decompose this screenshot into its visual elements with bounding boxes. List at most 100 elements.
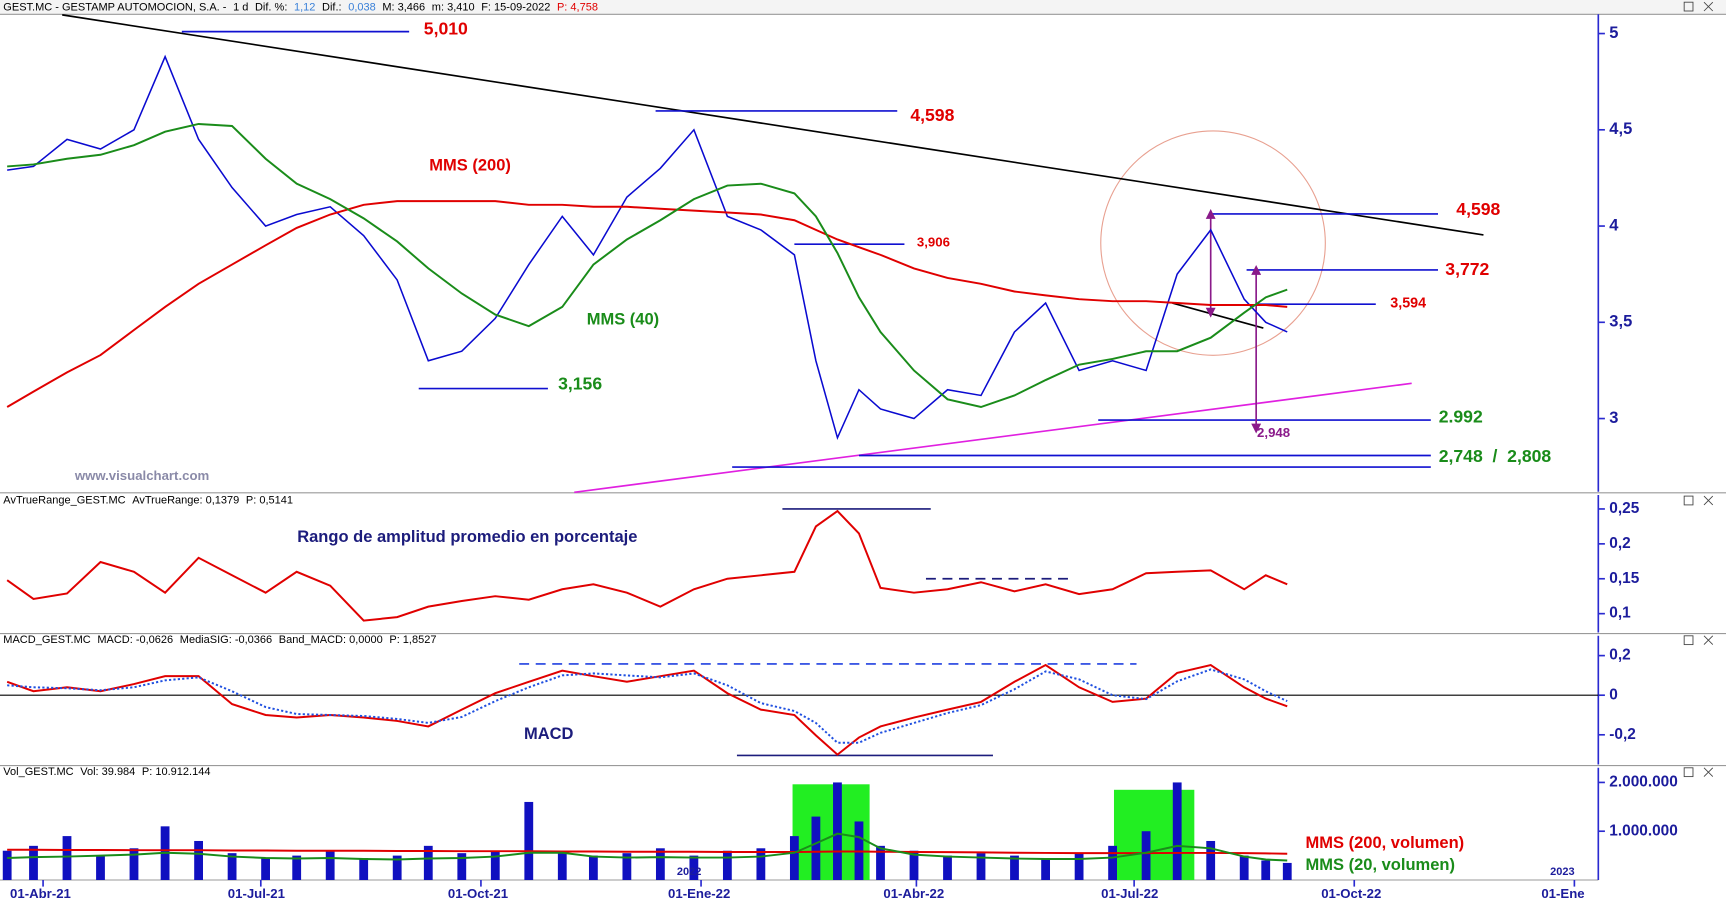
volume-bar: [292, 855, 302, 880]
series-line: [6, 509, 1288, 622]
volume-bar: [423, 845, 433, 880]
volume-bar: [457, 853, 467, 880]
x-tick-label: 01-Ene: [1541, 886, 1584, 901]
volume-bar: [655, 848, 665, 880]
annotation: 5,010: [424, 18, 468, 38]
header-part: MACD_GEST.MC: [3, 634, 90, 646]
y-tick-label: 0: [1609, 686, 1618, 703]
y-tick-label: 4: [1609, 216, 1619, 234]
level-line: [1172, 302, 1264, 329]
volume-bar: [96, 855, 105, 880]
series-label: MMS (20, volumen): [1306, 856, 1455, 874]
annotation: MACD: [524, 725, 574, 743]
annotation: 3,772: [1445, 259, 1489, 279]
header-part: Dif.:: [322, 2, 342, 14]
volume-bar: [1239, 855, 1249, 880]
y-tick-label: -0,2: [1609, 726, 1636, 743]
header-part: P: 1,8527: [389, 634, 436, 646]
maximize-button[interactable]: [1683, 495, 1694, 506]
volume-bar: [722, 850, 732, 880]
header-part: AvTrueRange: 0,1379: [132, 494, 239, 506]
series-label: MMS (200, volumen): [1306, 834, 1465, 852]
close-button[interactable]: [1703, 767, 1714, 777]
header-part: Vol_GEST.MC: [3, 766, 73, 778]
volume-bar: [62, 836, 72, 880]
header-part: P: 10.912.144: [142, 766, 211, 778]
annotation: 3,594: [1390, 295, 1426, 311]
volume-bar: [909, 850, 919, 880]
annotation: www.visualchart.com: [74, 468, 209, 483]
volume-bar: [392, 855, 402, 880]
header-part: AvTrueRange_GEST.MC: [3, 494, 125, 506]
level-line: [62, 14, 1484, 236]
volume-bar: [876, 845, 885, 880]
header-part: MACD: -0,0626: [97, 634, 173, 646]
close-button[interactable]: [1703, 635, 1714, 645]
series-label: MMS (200): [429, 156, 511, 174]
highlight-circle: [1100, 130, 1326, 356]
volume-bar: [789, 836, 799, 880]
window-controls[interactable]: [1683, 1, 1714, 778]
header-part: P: 0,5141: [246, 494, 293, 506]
volume-bar: [29, 845, 38, 880]
annotation: 3,906: [917, 235, 950, 250]
volume-bar: [1141, 831, 1151, 880]
maximize-button[interactable]: [1683, 635, 1694, 646]
volume-bar: [756, 848, 766, 880]
volume-bar: [1206, 840, 1216, 880]
y-tick-label: 5: [1609, 24, 1618, 42]
annotation: Rango de amplitud promedio en porcentaje: [297, 528, 637, 546]
header-part: 0,038: [348, 2, 376, 14]
volume-bar: [1074, 853, 1084, 880]
panel-header: AvTrueRange_GEST.MC AvTrueRange: 0,1379 P:…: [3, 494, 293, 506]
volume-bar: [976, 853, 986, 880]
volume-bar: [1010, 855, 1019, 880]
close-button[interactable]: [1703, 495, 1714, 506]
y-tick-label: 4,5: [1609, 120, 1632, 138]
close-button[interactable]: [1703, 1, 1714, 12]
volume-bar: [359, 858, 369, 880]
volume-bar: [1261, 860, 1271, 880]
x-tick-label: 01-Oct-21: [448, 886, 508, 901]
header-part: m: 3,410: [432, 2, 475, 14]
volume-bar: [1041, 858, 1051, 880]
volume-bar: [811, 816, 821, 880]
volume-bar: [524, 801, 534, 880]
x-tick-label: 01-Abr-22: [883, 886, 944, 901]
y-tick-label: 0,1: [1609, 605, 1631, 622]
annotation: 4,598: [1456, 199, 1500, 219]
series-line: [7, 122, 1288, 409]
header-part: 1 d: [233, 2, 248, 14]
volume-bar: [2, 850, 12, 880]
series-line: [7, 54, 1288, 441]
volume-bar: [833, 782, 842, 880]
annotation: 2.992: [1439, 407, 1483, 427]
header-part: Band_MACD: 0,0000: [279, 634, 383, 646]
maximize-button[interactable]: [1683, 1, 1694, 12]
y-tick-label: 0,2: [1609, 535, 1630, 552]
series-line: [7, 832, 1288, 862]
annotation: 3,156: [558, 374, 602, 394]
header-part: Vol: 39.984: [80, 766, 135, 778]
volume-bar: [194, 840, 203, 880]
volume-bar: [943, 855, 952, 880]
y-tick-label: 2.000.000: [1609, 774, 1678, 791]
volume-bar: [588, 855, 598, 880]
series-line: [7, 668, 1288, 744]
y-tick-label: 3,5: [1609, 313, 1632, 331]
series-line: [7, 848, 1288, 855]
maximize-button[interactable]: [1683, 767, 1694, 778]
x-tick-label: 01-Ene-22: [668, 886, 730, 901]
volume-bar: [1172, 782, 1182, 880]
annotation: 4,598: [910, 105, 954, 125]
volume-bar: [227, 853, 237, 880]
year-label: 2023: [1550, 866, 1574, 878]
header-part: MediaSIG: -0,0366: [180, 634, 272, 646]
header-part: M: 3,466: [382, 2, 425, 14]
volume-bar: [689, 855, 699, 880]
series-line: [6, 663, 1288, 756]
volume-highlight: [1113, 789, 1195, 880]
